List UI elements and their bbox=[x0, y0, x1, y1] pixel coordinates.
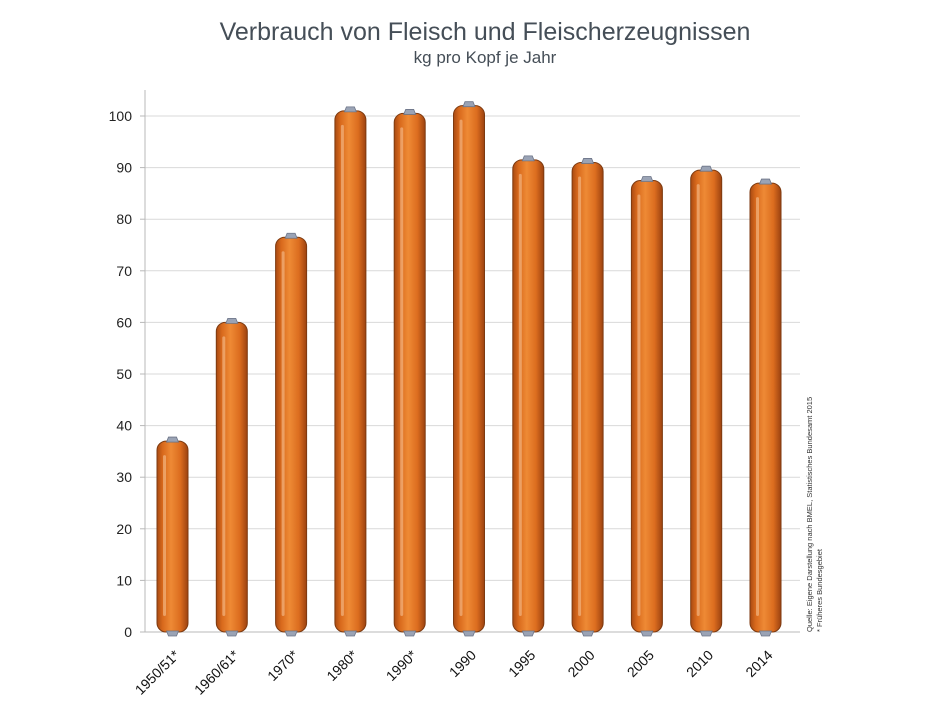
sausage-bar bbox=[393, 112, 426, 633]
sausage-bar bbox=[630, 180, 663, 633]
sausage-top-knot bbox=[403, 109, 417, 115]
sausage-highlight bbox=[518, 173, 522, 617]
chart-title: Verbrauch von Fleisch und Fleischerzeugn… bbox=[219, 18, 751, 46]
sausage-highlight bbox=[340, 124, 344, 616]
sausage-bottom-knot bbox=[343, 630, 357, 637]
sausage-bar bbox=[690, 169, 723, 633]
sausage-top-knot bbox=[165, 436, 180, 443]
sausage-highlight bbox=[756, 197, 759, 616]
sausage-bar bbox=[571, 161, 604, 633]
sausage-top-knot bbox=[462, 101, 476, 108]
sausage-bar bbox=[215, 321, 248, 633]
sausage-bottom-knot bbox=[699, 630, 713, 637]
sausage-highlight bbox=[222, 336, 226, 616]
sausage-highlight bbox=[163, 455, 166, 616]
sausage-bar bbox=[453, 105, 485, 633]
source-note-group: Quelle: Eigene Darstellung nach BMEL, St… bbox=[805, 397, 824, 632]
sausage-highlight bbox=[696, 184, 700, 616]
sausage-bar bbox=[512, 159, 545, 633]
sausage-top-knot bbox=[284, 232, 298, 239]
sausage-highlight bbox=[400, 127, 404, 617]
sausage-bottom-knot bbox=[165, 630, 180, 637]
sausage-top-knot bbox=[343, 106, 357, 113]
sausage-bottom-knot bbox=[225, 630, 239, 637]
x-tick-label: 1995 bbox=[505, 647, 538, 680]
sausage-top-knot bbox=[225, 318, 239, 324]
sausage-bottom-knot bbox=[758, 630, 773, 637]
bars bbox=[156, 101, 782, 637]
sausage-top-knot bbox=[699, 165, 713, 172]
y-tick-label: 90 bbox=[116, 160, 132, 176]
y-tick-label: 0 bbox=[124, 624, 132, 640]
y-tick-label: 20 bbox=[116, 521, 132, 537]
sausage-bottom-knot bbox=[284, 630, 298, 637]
sausage-bar bbox=[334, 110, 367, 633]
sausage-top-knot bbox=[758, 178, 773, 185]
sausage-top-knot bbox=[640, 176, 654, 182]
x-tick-labels: 1950/51* 1960/61* 1970* 1980* 1990* 1990 1995 2… bbox=[132, 646, 776, 697]
x-tick-label: 2005 bbox=[624, 647, 657, 680]
sausage-top-knot bbox=[581, 158, 595, 164]
sausage-bottom-knot bbox=[581, 630, 595, 637]
y-tick-label: 50 bbox=[116, 366, 132, 382]
footnote-note: * Früheres Bundesgebiet bbox=[815, 548, 824, 632]
y-tick-labels: 0 10 20 30 40 50 60 70 80 90 100 bbox=[109, 108, 145, 640]
sausage-bar bbox=[749, 182, 782, 633]
sausage-bar bbox=[156, 440, 189, 633]
y-tick-label: 40 bbox=[116, 418, 132, 434]
x-tick-label: 1960/61* bbox=[191, 646, 242, 697]
sausage-bottom-knot bbox=[640, 630, 654, 637]
y-tick-label: 30 bbox=[116, 469, 132, 485]
y-tick-label: 100 bbox=[109, 108, 133, 124]
sausage-bottom-knot bbox=[462, 630, 476, 637]
sausage-bottom-knot bbox=[521, 630, 535, 637]
y-tick-label: 10 bbox=[116, 572, 132, 588]
sausage-highlight bbox=[281, 251, 285, 616]
sausage-highlight bbox=[637, 194, 641, 616]
sausage-bar bbox=[275, 236, 308, 633]
x-tick-label: 1950/51* bbox=[132, 646, 183, 697]
x-tick-label: 1980* bbox=[323, 646, 361, 684]
x-tick-label: 1990 bbox=[446, 647, 479, 680]
y-tick-label: 70 bbox=[116, 263, 132, 279]
x-tick-label: 1990* bbox=[383, 646, 421, 684]
sausage-highlight bbox=[459, 119, 463, 617]
y-tick-label: 60 bbox=[116, 314, 132, 330]
chart-subtitle: kg pro Kopf je Jahr bbox=[413, 48, 557, 67]
x-tick-label: 2014 bbox=[742, 647, 775, 680]
sausage-top-knot bbox=[521, 155, 535, 162]
source-note: Quelle: Eigene Darstellung nach BMEL, St… bbox=[805, 397, 814, 632]
sausage-highlight bbox=[578, 176, 582, 616]
sausage-bottom-knot bbox=[403, 630, 417, 637]
x-tick-label: 2010 bbox=[683, 647, 716, 680]
x-tick-label: 2000 bbox=[564, 647, 597, 680]
y-tick-label: 80 bbox=[116, 211, 132, 227]
x-tick-label: 1970* bbox=[264, 646, 302, 684]
